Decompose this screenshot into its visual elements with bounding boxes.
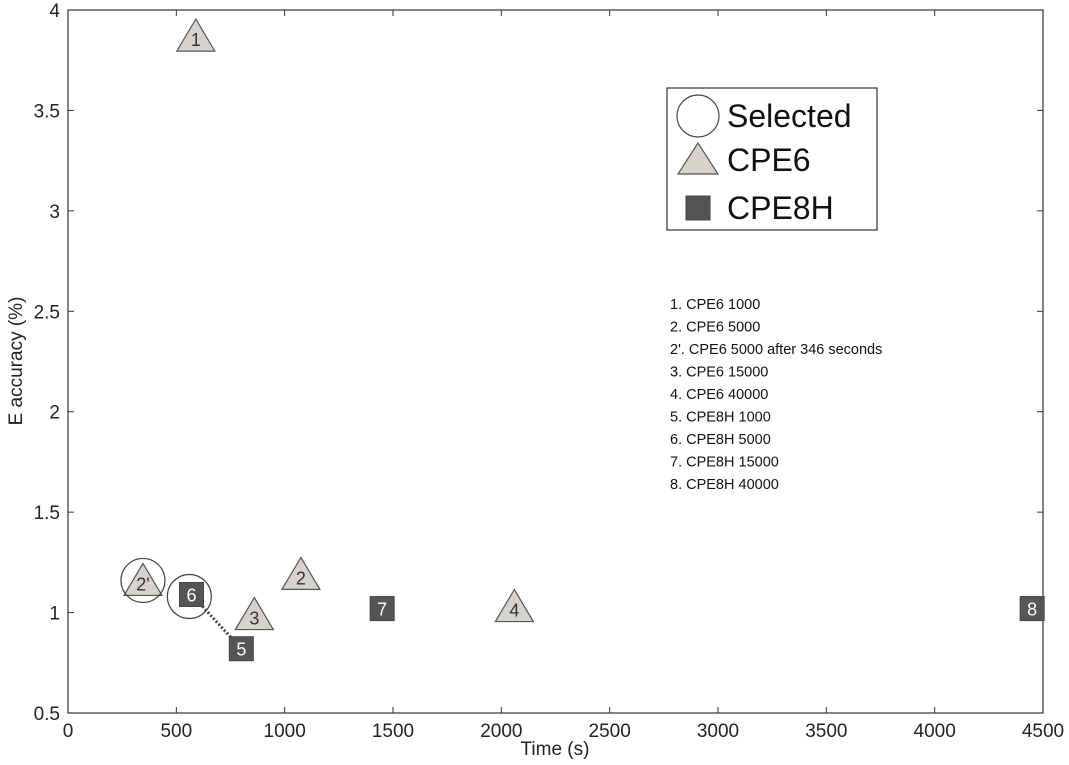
cpe8h-square-marker — [1019, 596, 1045, 622]
cpe8h-point: 7 — [369, 596, 395, 622]
note-line: 3. CPE6 15000 — [670, 365, 768, 381]
note-line: 4. CPE6 40000 — [670, 387, 768, 403]
cpe8h-square-marker — [179, 581, 204, 607]
x-axis-label: Time (s) — [521, 739, 590, 760]
note-line: 5. CPE8H 1000 — [670, 410, 771, 426]
x-tick-label: 3000 — [697, 721, 739, 742]
legend-cpe6-marker — [676, 141, 720, 175]
note-line: 8. CPE8H 40000 — [670, 477, 779, 493]
x-tick-label: 3500 — [805, 721, 847, 742]
cpe8h-square-marker — [228, 636, 254, 662]
cpe6-point: 3 — [234, 596, 275, 631]
cpe6-point-label: 3 — [249, 609, 259, 629]
cpe6-point-label: 2' — [136, 574, 149, 594]
y-tick-label: 4 — [49, 1, 60, 22]
cpe8h-point: 8 — [1019, 596, 1045, 622]
cpe8h-point-label: 5 — [236, 640, 246, 660]
y-tick-label: 1.5 — [34, 503, 60, 524]
x-tick-label: 4000 — [914, 721, 956, 742]
x-tick-label: 2500 — [589, 721, 631, 742]
cpe8h-point: 5 — [228, 636, 254, 662]
legend: Selected CPE6 CPE8H — [666, 87, 878, 231]
y-tick-label: 3.5 — [34, 101, 60, 122]
cpe6-point: 2' — [122, 562, 164, 597]
cpe6-point: 1 — [175, 17, 216, 52]
note-line: 6. CPE8H 5000 — [670, 432, 771, 448]
cpe6-point-label: 4 — [509, 601, 519, 621]
selected-circle-marker — [166, 573, 212, 620]
cpe6-triangle-marker — [494, 588, 535, 623]
cpe8h-square-marker — [369, 596, 395, 622]
cpe6-triangle-marker — [280, 556, 321, 591]
legend-selected-marker — [676, 94, 720, 138]
legend-selected-label: Selected — [727, 98, 852, 134]
legend-cpe8h-label: CPE8H — [727, 190, 834, 226]
y-tick-label: 0.5 — [34, 704, 60, 725]
cpe6-triangle-marker — [234, 596, 275, 631]
plot-area — [67, 9, 1044, 714]
annotation-notes: 1. CPE6 1000 2. CPE6 5000 2'. CPE6 5000 af… — [670, 297, 882, 493]
y-tick-label: 3 — [49, 202, 60, 223]
data-marks: 1 2 2' 3 4 5 6 7 8 — [122, 17, 1045, 662]
x-tick-label: 1000 — [264, 721, 306, 742]
note-line: 1. CPE6 1000 — [670, 297, 760, 313]
x-tick-label: 4500 — [1022, 721, 1064, 742]
y-tick-label: 2.5 — [34, 302, 60, 323]
cpe6-point-label: 1 — [191, 30, 201, 50]
cpe6-point: 2 — [280, 556, 321, 591]
y-tick-label: 2 — [49, 403, 60, 424]
legend-cpe8h-marker — [685, 195, 711, 221]
note-line: 7. CPE8H 15000 — [670, 455, 779, 471]
cpe6-triangle-marker — [175, 17, 216, 52]
x-tick-label: 2000 — [480, 721, 522, 742]
axis-ticks: 0 500 1000 1500 2000 2500 3000 3500 4000 4500 0.5 1… — [34, 1, 1065, 742]
y-axis-label: E accuracy (%) — [6, 297, 27, 426]
x-tick-label: 1500 — [372, 721, 414, 742]
cpe6-point: 4 — [494, 588, 535, 623]
cpe8h-point-label: 6 — [186, 585, 196, 605]
cpe6-triangle-marker — [122, 562, 164, 597]
legend-cpe6-label: CPE6 — [727, 142, 811, 178]
y-tick-label: 1 — [49, 604, 60, 625]
cpe6-point-label: 2 — [296, 568, 306, 588]
cpe8h-point-label: 7 — [377, 600, 387, 620]
cpe8h-point-label: 8 — [1027, 600, 1037, 620]
selected-circles — [120, 557, 212, 620]
x-tick-label: 500 — [160, 721, 192, 742]
selected-circle-marker — [120, 557, 166, 604]
note-line: 2. CPE6 5000 — [670, 320, 760, 336]
x-tick-label: 0 — [63, 721, 74, 742]
note-line: 2'. CPE6 5000 after 346 seconds — [670, 342, 882, 358]
cpe8h-point: 6 — [179, 581, 204, 607]
